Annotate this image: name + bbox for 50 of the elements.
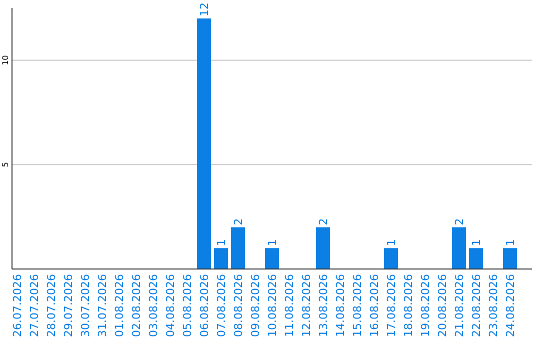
x-tick-label: 11.08.2026	[283, 274, 296, 337]
bar	[316, 227, 330, 269]
bar	[452, 227, 466, 269]
x-tick-label: 23.08.2026	[487, 274, 500, 337]
data-label: 2	[453, 218, 466, 226]
x-tick-label: 03.08.2026	[147, 274, 160, 337]
bar	[469, 248, 483, 269]
x-tick-label: 09.08.2026	[249, 274, 262, 337]
bar	[384, 248, 398, 269]
bar	[503, 248, 517, 269]
x-tick-label: 12.08.2026	[300, 274, 313, 337]
x-tick-label: 29.07.2026	[62, 274, 75, 337]
data-label: 2	[232, 218, 245, 226]
x-tick-label: 01.08.2026	[113, 274, 126, 337]
x-tick-label: 16.08.2026	[368, 274, 381, 337]
x-tick-label: 14.08.2026	[334, 274, 347, 337]
x-tick-label: 17.08.2026	[385, 274, 398, 337]
x-tick-label: 06.08.2026	[198, 274, 211, 337]
x-tick-label: 31.07.2026	[96, 274, 109, 337]
y-tick-label: 10	[1, 55, 10, 66]
x-tick-label: 07.08.2026	[215, 274, 228, 337]
data-label: 1	[266, 239, 279, 246]
x-tick-label: 28.07.2026	[45, 274, 58, 337]
x-tick-label: 13.08.2026	[317, 274, 330, 337]
data-label: 2	[317, 218, 330, 226]
x-tick-label: 22.08.2026	[470, 274, 483, 337]
x-tick-label: 27.07.2026	[28, 274, 41, 337]
data-label: 1	[504, 239, 517, 246]
bar	[214, 248, 228, 269]
x-tick-label: 18.08.2026	[402, 274, 415, 337]
x-tick-label: 19.08.2026	[419, 274, 432, 337]
x-tick-label: 24.08.2026	[504, 274, 517, 337]
x-tick-label: 08.08.2026	[232, 274, 245, 337]
bar	[231, 227, 245, 269]
bar	[197, 18, 211, 269]
x-tick-label: 30.07.2026	[79, 274, 92, 337]
bar	[265, 248, 279, 269]
y-tick-label: 5	[1, 162, 10, 168]
data-label: 12	[198, 2, 211, 16]
x-tick-label: 02.08.2026	[130, 274, 143, 337]
x-tick-label: 20.08.2026	[436, 274, 449, 337]
x-tick-label: 04.08.2026	[164, 274, 177, 337]
data-label: 1	[215, 239, 228, 246]
data-label: 1	[470, 239, 483, 246]
x-tick-label: 10.08.2026	[266, 274, 279, 337]
x-tick-label: 15.08.2026	[351, 274, 364, 337]
x-tick-label: 05.08.2026	[181, 274, 194, 337]
x-tick-label: 21.08.2026	[453, 274, 466, 337]
data-label: 1	[385, 239, 398, 246]
x-tick-label: 26.07.2026	[11, 274, 24, 337]
